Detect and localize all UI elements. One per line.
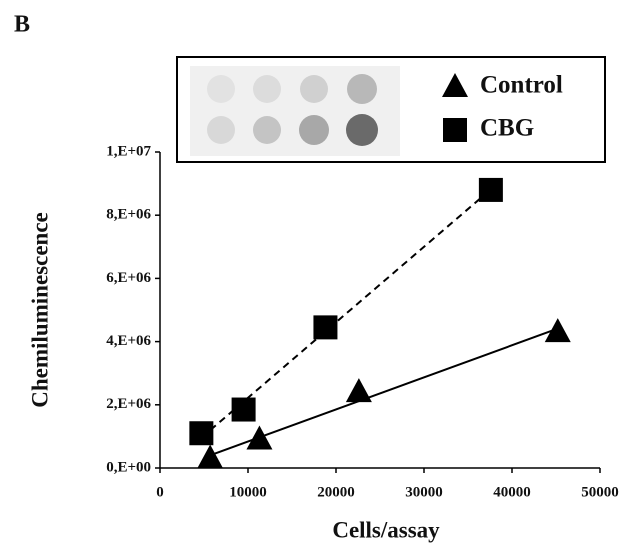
legend-label: CBG [480, 115, 534, 142]
marker-square [478, 177, 503, 202]
y-tick-label: 2,E+06 [106, 396, 151, 412]
x-axis-label: Cells/assay [332, 517, 440, 542]
blot-image [190, 66, 400, 156]
legend-label: Control [480, 72, 563, 99]
marker-triangle [246, 425, 273, 450]
marker-triangle [544, 318, 571, 343]
y-tick-label: 1,E+07 [106, 143, 151, 159]
legend-marker [442, 73, 468, 97]
marker-square [189, 421, 214, 446]
y-tick-label: 8,E+06 [106, 207, 151, 223]
x-tick-label: 50000 [581, 484, 619, 500]
y-tick-label: 6,E+06 [106, 270, 151, 286]
y-tick-label: 4,E+06 [106, 333, 151, 349]
marker-square [231, 397, 256, 422]
marker-triangle [345, 378, 372, 403]
x-tick-label: 10000 [229, 484, 267, 500]
panel-label: B [14, 12, 30, 38]
legend-marker [443, 118, 467, 142]
marker-square [313, 315, 338, 340]
x-tick-label: 40000 [493, 484, 531, 500]
y-axis-label: Chemiluminescence [27, 212, 52, 407]
x-tick-label: 30000 [405, 484, 443, 500]
x-tick-label: 0 [156, 484, 164, 500]
trendline [200, 188, 492, 439]
marker-triangle [197, 444, 224, 469]
x-tick-label: 20000 [317, 484, 355, 500]
y-tick-label: 0,E+00 [106, 459, 151, 475]
trendline [209, 327, 559, 457]
